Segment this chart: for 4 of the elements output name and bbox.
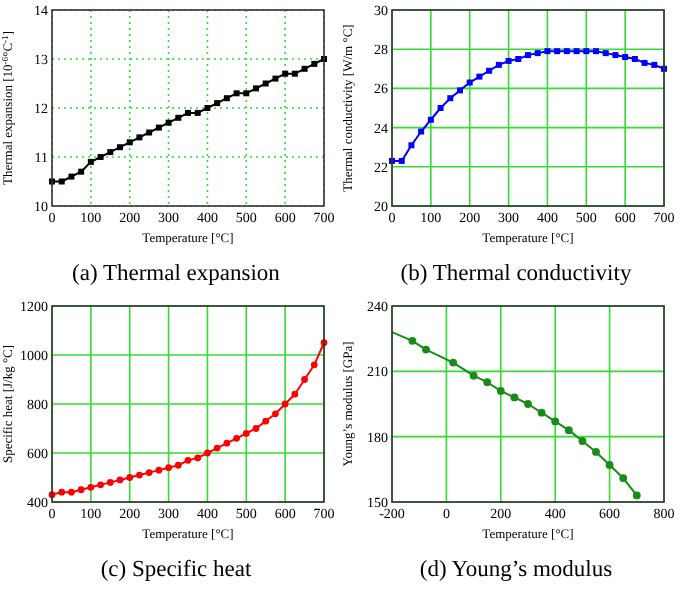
text: (d) Young’s modulus [419,558,614,582]
text: (c) Specific heat [100,558,253,582]
text: (b) Thermal conductivity [400,262,632,286]
text: (a) Thermal expansion [72,262,281,286]
